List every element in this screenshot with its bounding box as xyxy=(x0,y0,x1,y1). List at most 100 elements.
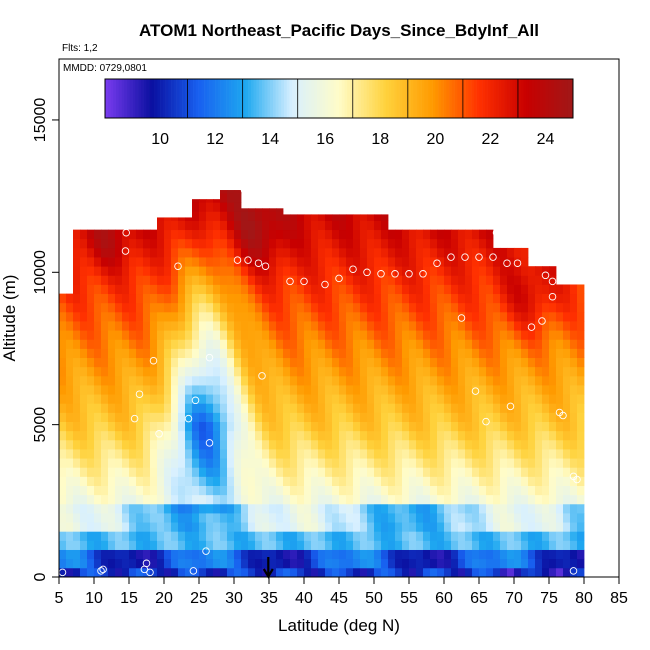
heatmap-cell xyxy=(549,494,557,505)
colorbar-swatch xyxy=(520,79,524,118)
heatmap-cell xyxy=(171,467,179,477)
heatmap-cell xyxy=(199,293,207,304)
heatmap-cell xyxy=(430,531,438,541)
heatmap-cell xyxy=(577,531,585,541)
heatmap-cell xyxy=(136,330,144,340)
heatmap-cell xyxy=(150,458,158,468)
heatmap-cell xyxy=(409,293,417,304)
heatmap-cell xyxy=(416,531,424,541)
heatmap-cell xyxy=(94,357,102,368)
heatmap-cell xyxy=(493,412,501,422)
heatmap-cell xyxy=(192,220,200,231)
heatmap-cell xyxy=(206,476,214,486)
heatmap-cell xyxy=(528,485,536,496)
heatmap-cell xyxy=(171,522,179,532)
arrow-head xyxy=(262,568,274,579)
heatmap-cell xyxy=(122,229,130,240)
heatmap-cell xyxy=(423,449,431,459)
heatmap-cell xyxy=(542,375,550,386)
heatmap-cell xyxy=(227,458,235,468)
heatmap-cell xyxy=(269,403,277,413)
heatmap-cell xyxy=(311,266,319,276)
heatmap-cell xyxy=(388,293,396,304)
heatmap-cell xyxy=(199,229,207,240)
heatmap-cell xyxy=(353,421,361,432)
heatmap-cell xyxy=(213,567,221,578)
heatmap-cell xyxy=(199,485,207,496)
heatmap-cell xyxy=(80,531,88,541)
heatmap-cell xyxy=(297,476,305,486)
heatmap-cell xyxy=(59,549,67,560)
heatmap-cell xyxy=(451,266,459,276)
heatmap-cell xyxy=(185,540,193,550)
heatmap-cell xyxy=(437,266,445,276)
heatmap-cell xyxy=(570,531,578,541)
heatmap-cell xyxy=(339,311,347,322)
heatmap-cell xyxy=(409,567,417,578)
heatmap-cell xyxy=(248,247,256,258)
heatmap-cell xyxy=(143,540,151,550)
heatmap-cell xyxy=(94,293,102,304)
heatmap-cell xyxy=(409,531,417,541)
heatmap-cell xyxy=(521,485,529,496)
heatmap-cell xyxy=(276,567,284,578)
heatmap-cell xyxy=(507,467,515,477)
heatmap-cell xyxy=(332,302,340,313)
heatmap-cell xyxy=(87,321,95,331)
heatmap-cell xyxy=(479,467,487,477)
heatmap-cell xyxy=(388,385,396,395)
heatmap-cell xyxy=(479,549,487,560)
colorbar-swatch xyxy=(138,79,142,118)
heatmap-cell xyxy=(150,293,158,304)
heatmap-cell xyxy=(164,449,172,459)
heatmap-cell xyxy=(367,293,375,304)
heatmap-cell xyxy=(360,430,368,441)
heatmap-cell xyxy=(507,357,515,368)
heatmap-cell xyxy=(59,394,67,404)
observation-point xyxy=(184,414,193,423)
heatmap-cell xyxy=(101,394,109,404)
heatmap-cell xyxy=(395,531,403,541)
heatmap-cell xyxy=(339,540,347,550)
heatmap-cell xyxy=(206,439,214,450)
heatmap-cell xyxy=(374,394,382,404)
heatmap-cell xyxy=(178,522,186,532)
heatmap-cell xyxy=(241,439,249,450)
heatmap-cell xyxy=(220,513,228,523)
heatmap-cell xyxy=(472,266,480,276)
heatmap-cell xyxy=(388,375,396,386)
heatmap-cell xyxy=(241,302,249,313)
x-tick-label: 50 xyxy=(365,590,383,607)
heatmap-cell xyxy=(94,467,102,477)
heatmap-cell xyxy=(444,485,452,496)
colorbar-swatch xyxy=(209,79,213,118)
heatmap-cells xyxy=(59,190,585,578)
heatmap-cell xyxy=(269,220,277,231)
heatmap-cell xyxy=(157,540,165,550)
heatmap-cell xyxy=(171,558,179,569)
heatmap-cell xyxy=(388,485,396,496)
heatmap-cell xyxy=(360,476,368,486)
heatmap-cell xyxy=(472,339,480,349)
heatmap-cell xyxy=(542,503,550,514)
colorbar-swatch xyxy=(396,79,400,118)
heatmap-cell xyxy=(528,293,536,304)
observation-point xyxy=(122,228,130,237)
heatmap-cell xyxy=(395,238,403,249)
heatmap-cell xyxy=(444,476,452,486)
heatmap-cell xyxy=(325,357,333,368)
heatmap-cell xyxy=(430,476,438,486)
heatmap-cell xyxy=(402,513,410,523)
observation-point xyxy=(541,271,550,280)
heatmap-cell xyxy=(556,293,564,304)
heatmap-cell xyxy=(325,439,333,450)
heatmap-cell xyxy=(178,330,186,340)
heatmap-cell xyxy=(171,394,179,404)
heatmap-cell xyxy=(444,348,452,359)
heatmap-cell xyxy=(423,321,431,331)
heatmap-cell xyxy=(388,266,396,276)
heatmap-cell xyxy=(493,357,501,368)
heatmap-cell xyxy=(234,220,242,231)
heatmap-cell xyxy=(59,494,67,505)
heatmap-cell xyxy=(129,513,137,523)
